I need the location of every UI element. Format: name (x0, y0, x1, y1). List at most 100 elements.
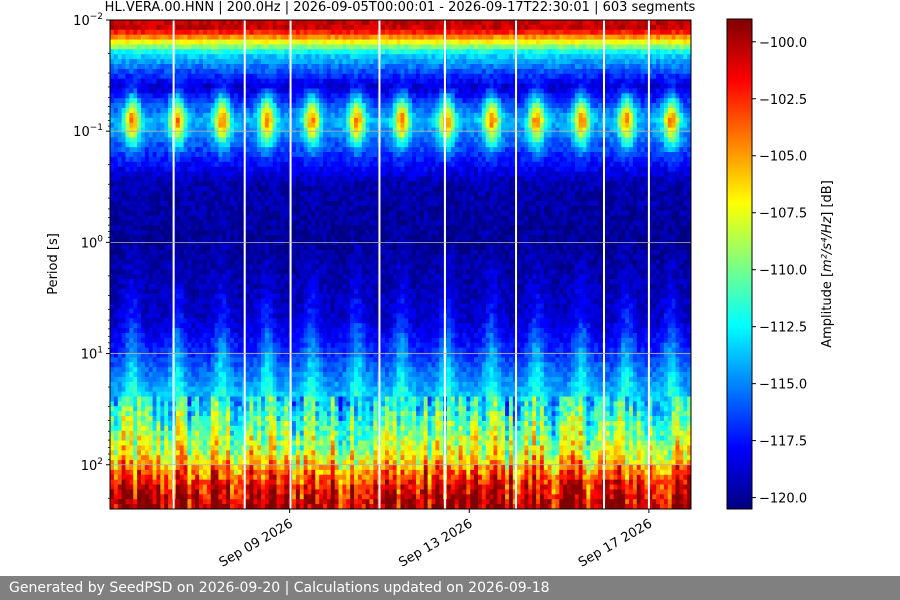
heatmap-cell (264, 24, 270, 31)
heatmap-cell (574, 122, 580, 129)
heatmap-cell (206, 142, 212, 148)
heatmap-cell (621, 161, 626, 168)
heatmap-cell (605, 161, 611, 168)
heatmap-cell (539, 54, 545, 60)
heatmap-cell (295, 132, 301, 138)
heatmap-cell (326, 59, 332, 65)
heatmap-cell (640, 176, 646, 182)
heatmap-cell (625, 44, 630, 50)
heatmap-cell (660, 112, 665, 119)
heatmap-cell (175, 137, 181, 143)
heatmap-cell (175, 171, 181, 178)
heatmap-cell (315, 156, 320, 163)
heatmap-cell (539, 103, 545, 109)
heatmap-cell (156, 34, 161, 41)
heatmap-cell (687, 103, 691, 109)
heatmap-cell (280, 137, 285, 143)
heatmap-cell (365, 98, 371, 104)
heatmap-cell (292, 34, 297, 41)
heatmap-cell (369, 103, 374, 109)
heatmap-cell (195, 122, 200, 129)
heatmap-cell (199, 88, 204, 94)
heatmap-cell (532, 73, 537, 80)
heatmap-cell (536, 147, 541, 153)
heatmap-cell (272, 161, 278, 168)
heatmap-cell (338, 24, 343, 31)
heatmap-cell (137, 152, 142, 158)
heatmap-cell (621, 127, 626, 134)
heatmap-cell (292, 152, 297, 158)
heatmap-cell (656, 142, 661, 148)
heatmap-cell (470, 88, 475, 94)
heatmap-cell (528, 68, 533, 75)
heatmap-cell (110, 54, 115, 60)
heatmap-cell (222, 156, 227, 163)
heatmap-cell (338, 166, 343, 173)
heatmap-cell (617, 54, 622, 60)
heatmap-cell (598, 142, 603, 148)
heatmap-cell (156, 171, 161, 178)
heatmap-cell (683, 93, 688, 99)
heatmap-cell (679, 98, 684, 104)
heatmap-cell (357, 39, 363, 46)
heatmap-cell (361, 166, 367, 173)
heatmap-cell (253, 137, 258, 143)
heatmap-cell (435, 24, 440, 31)
heatmap-cell (164, 142, 169, 148)
heatmap-cell (110, 176, 115, 182)
heatmap-cell (245, 93, 251, 99)
heatmap-cell (319, 161, 324, 168)
heatmap-cell (272, 103, 278, 109)
heatmap-cell (516, 29, 522, 36)
heatmap-cell (264, 112, 270, 119)
heatmap-cell (617, 98, 622, 104)
heatmap-cell (446, 161, 452, 168)
heatmap-cell (671, 117, 677, 124)
heatmap-cell (388, 64, 394, 70)
heatmap-cell (326, 64, 332, 70)
heatmap-cell (466, 29, 471, 36)
heatmap-cell (257, 103, 262, 109)
heatmap-cell (582, 54, 588, 60)
heatmap-cell (412, 166, 417, 173)
heatmap-cell (253, 39, 258, 46)
heatmap-cell (245, 54, 251, 60)
heatmap-cell (268, 34, 274, 41)
heatmap-cell (617, 20, 622, 26)
heatmap-cell (323, 44, 328, 50)
heatmap-cell (160, 24, 165, 31)
heatmap-cell (361, 39, 367, 46)
heatmap-cell (625, 93, 630, 99)
heatmap-cell (299, 78, 305, 85)
heatmap-cell (218, 59, 223, 65)
heatmap-cell (261, 39, 266, 46)
heatmap-cell (354, 147, 359, 153)
heatmap-cell (175, 98, 181, 104)
heatmap-cell (392, 171, 398, 178)
heatmap-cell (330, 117, 336, 124)
heatmap-cell (144, 49, 150, 55)
heatmap-cell (396, 117, 402, 124)
heatmap-cell (264, 117, 270, 124)
heatmap-cell (419, 20, 425, 26)
heatmap-cell (663, 39, 669, 46)
heatmap-cell (330, 137, 336, 143)
heatmap-cell (532, 147, 537, 153)
heatmap-cell (249, 176, 254, 182)
heatmap-cell (160, 108, 165, 114)
heatmap-cell (392, 39, 398, 46)
heatmap-cell (295, 152, 301, 158)
heatmap-cell (481, 83, 487, 90)
heatmap-cell (117, 122, 123, 129)
heatmap-cell (477, 29, 483, 36)
heatmap-cell (388, 147, 394, 153)
heatmap-cell (675, 29, 680, 36)
heatmap-cell (187, 49, 192, 55)
heatmap-cell (675, 98, 680, 104)
heatmap-cell (303, 78, 309, 85)
heatmap-cell (392, 24, 398, 31)
heatmap-cell (590, 88, 595, 94)
heatmap-cell (214, 152, 220, 158)
heatmap-cell (264, 171, 270, 178)
heatmap-cell (330, 156, 336, 163)
